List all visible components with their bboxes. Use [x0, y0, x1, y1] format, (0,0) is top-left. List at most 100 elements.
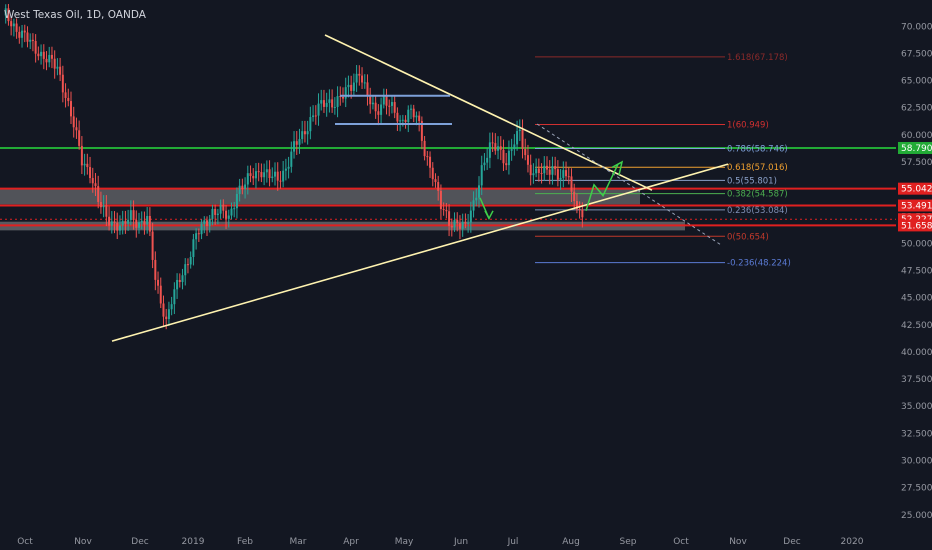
candle-body	[322, 100, 325, 107]
candle-body	[575, 201, 578, 209]
candle-body	[78, 130, 81, 146]
fib-level-label: -0.236(48.224)	[727, 259, 791, 269]
candle-body	[45, 58, 48, 63]
x-tick-label: Dec	[783, 537, 800, 547]
candle-body	[314, 115, 317, 117]
y-tick-label: 40.000	[901, 348, 932, 358]
candle-body	[274, 171, 276, 177]
candle-body	[480, 165, 483, 186]
candle-body	[567, 176, 570, 178]
candle-body	[80, 145, 83, 166]
candle-body	[124, 220, 127, 224]
candle-body	[23, 30, 26, 33]
x-tick-label: Dec	[131, 537, 148, 547]
x-tick-label: 2020	[841, 537, 864, 547]
price-axis: 70.000 67.500 65.000 62.500 60.000 57.500 55.0…	[898, 22, 932, 521]
candle-body	[135, 220, 138, 228]
candle-body	[192, 239, 195, 258]
candle-body	[336, 96, 339, 107]
candle-body	[200, 223, 203, 235]
candle-body	[113, 221, 116, 223]
x-tick-label: Nov	[729, 537, 747, 547]
price-tag	[898, 219, 932, 232]
candle-body	[407, 109, 410, 122]
candle-body	[138, 222, 140, 228]
candle-body	[249, 173, 252, 176]
y-tick-label: 45.000	[901, 294, 932, 304]
candle-body	[458, 223, 461, 229]
candle-body	[159, 285, 162, 304]
candle-body	[404, 119, 407, 122]
x-tick-label: Oct	[17, 537, 33, 547]
price-tag-label: 55.042	[901, 185, 932, 195]
candle-body	[293, 141, 296, 152]
candle-body	[146, 216, 149, 225]
candle-body	[478, 185, 480, 198]
candle-body	[86, 163, 89, 168]
candle-body	[257, 171, 260, 173]
candle-body	[467, 222, 470, 224]
candle-body	[431, 167, 434, 180]
candle-body	[99, 201, 102, 208]
candle-body	[494, 143, 497, 151]
candle-body	[7, 8, 10, 22]
candle-body	[526, 155, 529, 165]
candles-layer	[4, 3, 584, 330]
candle-body	[543, 165, 546, 174]
candle-body	[464, 221, 467, 224]
candle-body	[461, 221, 464, 229]
candle-body	[127, 219, 130, 224]
y-tick-label: 47.500	[901, 267, 932, 277]
x-tick-label: Oct	[673, 537, 689, 547]
candle-body	[208, 218, 211, 226]
candle-body	[581, 209, 584, 218]
candle-body	[448, 211, 451, 226]
fib-level-label: 0.5(55.801)	[727, 176, 777, 186]
candle-body	[361, 75, 364, 83]
candle-body	[276, 171, 279, 181]
candle-body	[184, 264, 187, 276]
x-tick-label: Jul	[507, 537, 519, 547]
candle-body	[546, 165, 548, 170]
candle-body	[559, 177, 562, 180]
candle-body	[524, 148, 527, 156]
candle-body	[505, 163, 508, 166]
candle-body	[61, 74, 64, 93]
candle-body	[434, 179, 437, 183]
candle-body	[105, 205, 108, 217]
candle-body	[333, 106, 336, 108]
y-tick-label: 32.500	[901, 429, 932, 439]
candle-body	[521, 129, 524, 149]
candle-body	[29, 39, 32, 42]
candle-body	[290, 151, 293, 167]
x-tick-label: 2019	[182, 537, 205, 547]
candle-body	[233, 208, 236, 210]
time-axis: Oct Nov Dec 2019 Feb Mar Apr May Jun Jul Aug Sep Oct…	[17, 537, 864, 547]
candle-body	[260, 172, 263, 178]
candle-body	[497, 146, 500, 151]
candle-body	[284, 168, 287, 171]
candle-body	[396, 112, 399, 122]
candle-body	[532, 173, 535, 176]
candle-body	[265, 169, 268, 173]
candle-body	[529, 164, 532, 176]
candle-body	[170, 304, 173, 310]
candle-body	[303, 131, 306, 135]
candle-body	[412, 108, 415, 118]
candle-body	[344, 87, 347, 99]
candle-body	[295, 141, 298, 145]
projection-dashed-line	[536, 123, 723, 246]
candle-body	[227, 215, 230, 219]
candle-body	[56, 66, 59, 69]
x-tick-label: Mar	[290, 537, 307, 547]
candle-body	[64, 92, 67, 98]
candle-body	[453, 219, 456, 228]
candle-body	[483, 162, 486, 166]
candle-body	[369, 95, 372, 105]
candle-body	[89, 167, 92, 179]
candle-body	[347, 84, 350, 88]
candle-body	[331, 99, 334, 108]
candle-body	[366, 82, 369, 96]
candle-body	[418, 115, 421, 122]
